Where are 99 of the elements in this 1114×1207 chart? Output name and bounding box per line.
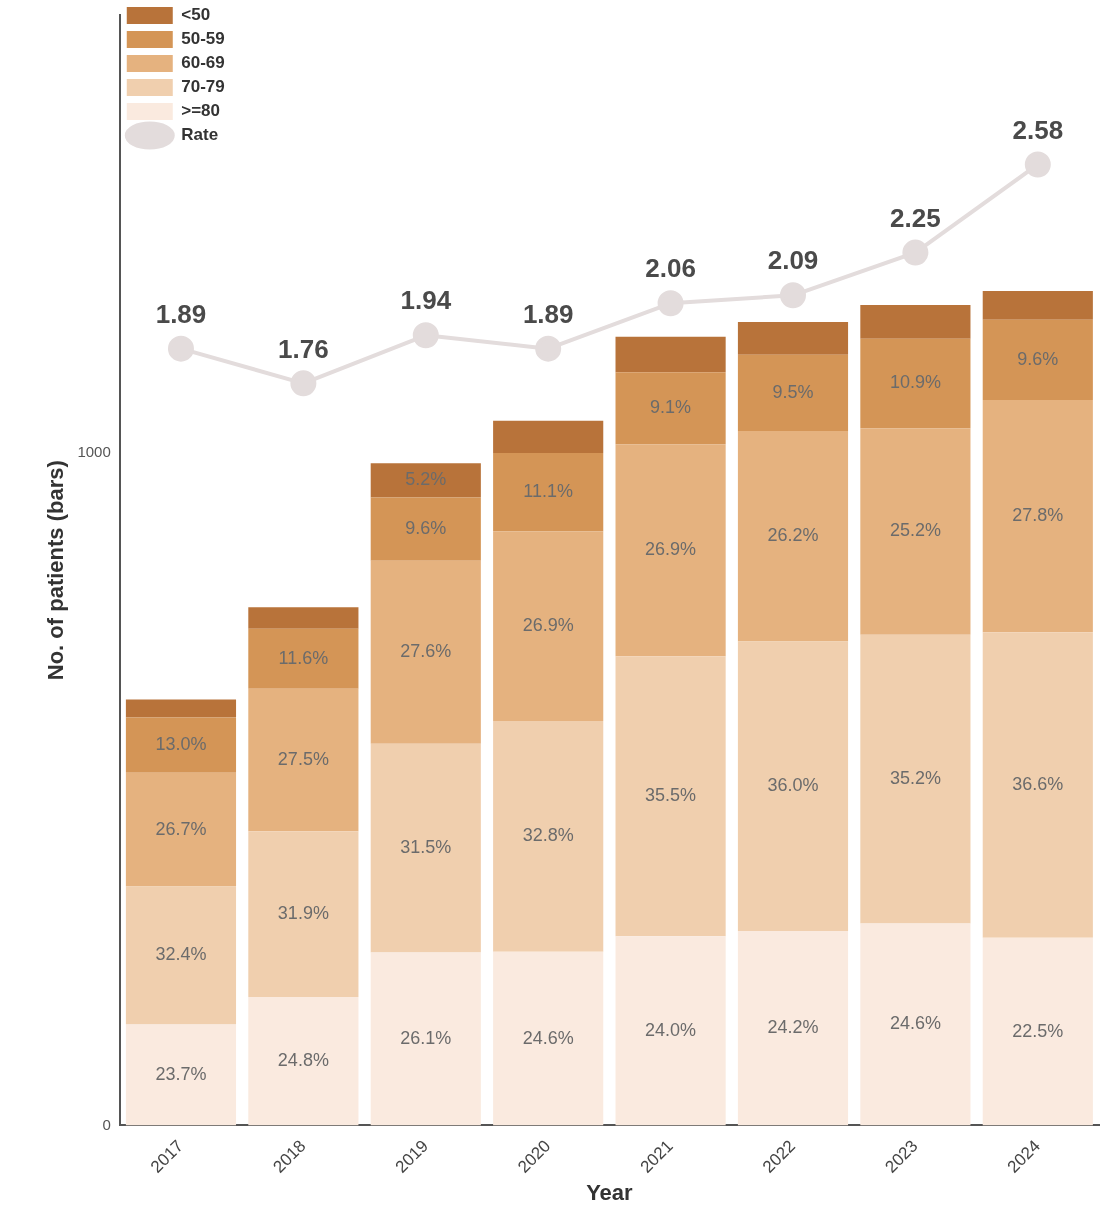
annotation: 24.2% [767,1017,819,1038]
bar [737,430,849,642]
bar [248,996,359,1126]
annotation: 35.5% [645,785,697,806]
data-label: 1.89 [522,298,574,329]
legend-label: 70-79 [181,77,225,97]
bar [493,531,604,721]
bar [125,717,237,773]
bar [125,772,237,887]
bar [982,399,1093,633]
bar [737,321,849,355]
bar [860,634,971,924]
annotation: 32.4% [155,944,207,965]
x-axis-title: Year [586,1179,634,1205]
annotation: 26.9% [522,615,574,636]
bar [615,336,726,373]
bar [248,831,359,997]
bar [493,720,604,952]
bar [370,952,481,1126]
annotation: 13.0% [155,734,207,755]
annotation: 25.2% [889,520,941,541]
annotation: 24.8% [277,1050,329,1071]
annotation: 26.9% [645,539,697,560]
bar [248,607,359,629]
annotation: 9.5% [772,381,814,402]
bar [370,560,481,744]
bar [860,338,971,429]
annotation: 9.6% [1017,348,1059,369]
annotation: 24.6% [522,1027,574,1048]
point [657,290,684,317]
bar [615,372,726,445]
bar [615,656,726,937]
point [902,239,929,266]
annotation: 26.2% [767,525,819,546]
bar [125,886,237,1025]
annotation: 35.2% [889,768,941,789]
bar [860,923,971,1126]
annotation: 27.8% [1012,505,1064,526]
bar [737,930,849,1126]
bar [125,1024,237,1126]
annotation: 26.7% [155,818,207,839]
annotation: 11.1% [523,481,574,502]
annotation: 24.0% [645,1019,697,1040]
annotation: 5.2% [405,469,447,490]
bar [737,641,849,931]
bar [493,420,604,454]
legend-label: <50 [181,5,211,25]
annotation: 31.9% [277,903,329,924]
annotation: 10.9% [889,372,941,393]
bar [615,936,726,1126]
bar [493,453,604,532]
point [535,335,562,362]
annotation: 23.7% [155,1063,207,1084]
point [1024,151,1051,178]
annotation: 9.1% [650,397,692,418]
point [412,322,439,349]
annotation: 27.5% [277,748,329,769]
annotation: 9.6% [405,518,447,539]
point [290,370,317,397]
annotation: 22.5% [1012,1020,1064,1041]
legend-label: 50-59 [181,29,225,49]
annotation: 11.6% [278,647,329,668]
bar [982,937,1093,1126]
data-label: 2.25 [890,202,941,233]
bar [248,688,359,832]
data-label: 1.76 [278,333,329,364]
y-tick-label: 0 [102,1115,111,1133]
point [779,282,806,309]
point [167,335,194,362]
bar [125,699,237,718]
bar [370,497,481,561]
annotation: 36.6% [1012,773,1064,794]
annotation: 27.6% [400,641,452,662]
annotation: 24.6% [889,1013,941,1034]
annotation: 32.8% [522,825,574,846]
legend-label: Rate [181,125,219,145]
bar [615,444,726,657]
y-axis-title: No. of patients (bars) [43,460,69,681]
bar [370,463,481,498]
bar [248,628,359,689]
data-label: 1.94 [400,285,452,316]
bar [860,305,971,339]
bar [737,354,849,431]
y-tick-label: 1000 [77,442,111,460]
bar [982,290,1093,320]
bar [493,951,604,1126]
legend-label: 60-69 [181,53,225,73]
data-label: 1.89 [155,298,207,329]
data-label: 2.58 [1012,114,1064,145]
annotation: 26.1% [400,1027,452,1048]
bar [982,632,1093,938]
bar [370,743,481,953]
annotation: 36.0% [767,775,819,796]
annotation: 31.5% [400,837,452,858]
legend-label: >=80 [181,101,221,121]
bar [860,428,971,635]
data-label: 2.09 [767,245,819,276]
bar [982,319,1093,400]
data-label: 2.06 [645,253,696,284]
